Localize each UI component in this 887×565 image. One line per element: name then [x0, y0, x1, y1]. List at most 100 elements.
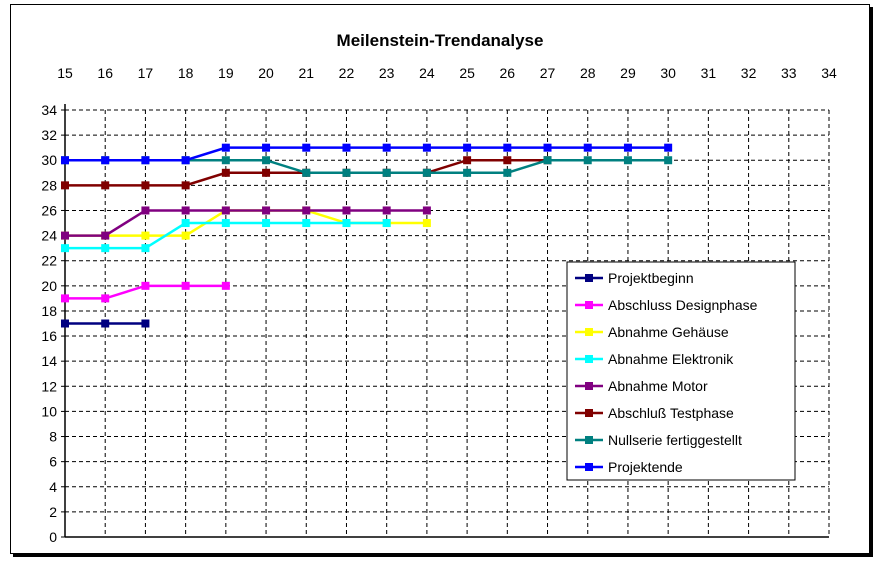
data-point: [503, 168, 512, 177]
y-tick-label: 18: [41, 303, 57, 319]
x-tick-label: 17: [138, 65, 154, 81]
x-tick-label: 33: [781, 65, 797, 81]
legend-label: Abnahme Motor: [608, 378, 708, 394]
data-point: [302, 168, 311, 177]
data-point: [101, 156, 110, 165]
data-point: [382, 219, 391, 228]
data-point: [181, 206, 190, 215]
y-tick-label: 24: [41, 228, 57, 244]
data-point: [262, 219, 271, 228]
x-tick-label: 21: [298, 65, 314, 81]
data-point: [342, 168, 351, 177]
series-line: [65, 158, 669, 175]
x-tick-label: 27: [540, 65, 556, 81]
series-line: [65, 146, 669, 162]
data-point: [262, 206, 271, 215]
data-point: [101, 244, 110, 253]
data-point: [422, 143, 431, 152]
legend-marker: [585, 382, 593, 390]
y-tick-label: 16: [41, 328, 57, 344]
x-tick-label: 23: [379, 65, 395, 81]
data-point: [382, 143, 391, 152]
x-tick-label: 32: [741, 65, 757, 81]
data-point: [141, 281, 150, 290]
data-point: [61, 231, 69, 240]
data-point: [262, 168, 271, 177]
y-tick-label: 0: [49, 529, 57, 545]
data-point: [101, 181, 110, 190]
data-point: [61, 156, 69, 165]
data-point: [543, 156, 552, 165]
y-tick-label: 22: [41, 253, 57, 269]
data-point: [583, 156, 592, 165]
x-tick-label: 20: [258, 65, 274, 81]
legend-marker: [585, 328, 593, 336]
data-point: [543, 143, 552, 152]
data-point: [503, 156, 512, 165]
data-point: [463, 168, 472, 177]
x-tick-label: 15: [57, 65, 73, 81]
data-point: [221, 206, 230, 215]
data-point: [221, 143, 230, 152]
x-tick-label: 22: [339, 65, 355, 81]
data-point: [221, 156, 230, 165]
x-tick-label: 26: [500, 65, 516, 81]
legend-marker: [585, 409, 593, 417]
y-tick-label: 30: [41, 152, 57, 168]
y-tick-label: 10: [41, 403, 57, 419]
data-point: [422, 168, 431, 177]
legend-marker: [585, 274, 593, 282]
y-tick-label: 28: [41, 177, 57, 193]
x-tick-label: 28: [580, 65, 596, 81]
legend-label: Abschluss Designphase: [608, 297, 758, 313]
y-tick-label: 12: [41, 378, 57, 394]
data-point: [141, 181, 150, 190]
data-point: [141, 231, 150, 240]
y-tick-label: 4: [49, 479, 57, 495]
y-tick-label: 8: [49, 429, 57, 445]
data-point: [141, 206, 150, 215]
data-point: [463, 156, 472, 165]
legend-marker: [585, 355, 593, 363]
data-point: [302, 143, 311, 152]
legend-marker: [585, 301, 593, 309]
legend-label: Abschluß Testphase: [608, 405, 734, 421]
data-point: [181, 156, 190, 165]
data-point: [181, 231, 190, 240]
data-point: [61, 181, 69, 190]
data-point: [262, 143, 271, 152]
legend-label: Abnahme Gehäuse: [608, 324, 729, 340]
data-point: [583, 143, 592, 152]
series-line: [65, 209, 427, 237]
data-point: [221, 281, 230, 290]
data-point: [664, 143, 673, 152]
data-point: [382, 168, 391, 177]
legend: Projektbeginn Abschluss Designphase Abnahm…: [566, 261, 796, 481]
data-point: [342, 206, 351, 215]
x-tick-label: 24: [419, 65, 435, 81]
data-point: [623, 156, 632, 165]
x-tick-label: 30: [660, 65, 676, 81]
data-point: [382, 206, 391, 215]
legend-label: Nullserie fertiggestellt: [608, 432, 742, 448]
x-tick-label: 34: [821, 65, 837, 81]
chart-title: Meilenstein-Trendanalyse: [337, 31, 544, 50]
data-point: [141, 319, 150, 328]
x-tick-label: 19: [218, 65, 234, 81]
data-point: [181, 281, 190, 290]
y-tick-label: 32: [41, 127, 57, 143]
data-point: [101, 294, 110, 303]
legend-box: [566, 261, 796, 481]
x-tick-label: 25: [459, 65, 475, 81]
y-tick-label: 26: [41, 202, 57, 218]
data-point: [503, 143, 512, 152]
y-tick-label: 2: [49, 504, 57, 520]
data-point: [342, 219, 351, 228]
x-tick-label: 18: [178, 65, 194, 81]
data-point: [623, 143, 632, 152]
x-tick-label: 29: [620, 65, 636, 81]
data-point: [342, 143, 351, 152]
legend-marker: [585, 436, 593, 444]
x-tick-label: 31: [701, 65, 717, 81]
legend-label: Abnahme Elektronik: [608, 351, 734, 367]
